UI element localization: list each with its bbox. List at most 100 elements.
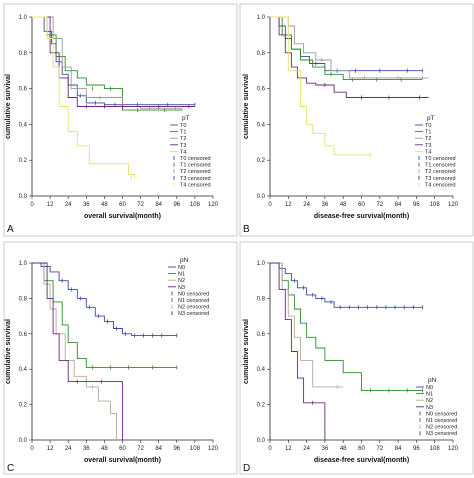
panel-letter: B: [243, 224, 250, 235]
x-tick-label: 24: [303, 446, 310, 452]
series-line-t2: [32, 16, 183, 109]
y-tick-label: 0.0: [19, 438, 28, 444]
legend-label: N0 censored: [178, 291, 209, 297]
y-tick-label: 0.0: [257, 194, 266, 200]
panel-letter: D: [243, 463, 250, 474]
series-line-n3: [32, 262, 123, 440]
legend-label: N2 censored: [426, 425, 457, 431]
legend-title: pT: [182, 115, 190, 122]
x-tick-label: 84: [155, 202, 162, 208]
legend-label: T2: [180, 136, 186, 142]
series-line-n2: [32, 262, 117, 440]
legend-label: T3 censored: [180, 176, 211, 182]
legend-label: T4 censored: [180, 182, 211, 188]
x-tick-label: 24: [65, 202, 72, 208]
y-tick-label: 0.8: [19, 51, 28, 57]
x-tick-label: 0: [30, 202, 34, 208]
x-axis-title: overall survival(month): [84, 213, 161, 220]
y-tick-label: 0.8: [257, 296, 266, 302]
y-tick-label: 1.0: [257, 261, 266, 267]
legend-label: T3: [180, 143, 186, 149]
legend-label: T0 censored: [425, 156, 456, 162]
x-tick-label: 120: [448, 446, 459, 452]
x-tick-label: 60: [119, 446, 126, 452]
legend-label: T0 censored: [180, 156, 211, 162]
y-tick-label: 1.0: [19, 15, 28, 21]
panel-frame: [239, 3, 474, 237]
y-tick-label: 1.0: [257, 15, 266, 21]
x-axis-title: disease-free survival(month): [314, 457, 409, 464]
x-tick-label: 72: [137, 202, 144, 208]
legend-label: T3: [425, 143, 431, 149]
x-tick-label: 72: [376, 202, 383, 208]
x-tick-label: 0: [268, 202, 272, 208]
x-tick-label: 72: [137, 446, 144, 452]
x-tick-label: 48: [101, 202, 108, 208]
x-tick-label: 48: [340, 446, 347, 452]
x-tick-label: 84: [395, 202, 402, 208]
series-line-n1: [270, 262, 423, 391]
y-axis-title: cumulative survival: [5, 74, 12, 139]
series-line-t2: [270, 16, 429, 79]
legend-label: N3: [426, 405, 433, 411]
y-tick-label: 0.4: [257, 367, 266, 373]
y-tick-label: 0.4: [19, 122, 28, 128]
x-axis-title: disease-free survival(month): [314, 213, 409, 220]
series-line-t3: [270, 16, 429, 98]
x-tick-label: 120: [448, 202, 459, 208]
y-axis-title: cumulative survival: [243, 319, 250, 384]
panel-frame: [239, 241, 474, 475]
panel-a: 0 12 24 36 48 60 72 84 96 108 120 0.0 0.2 0.4 0.6 0.8 1.…: [3, 3, 238, 237]
legend-label: T1 censored: [425, 163, 456, 169]
x-tick-label: 12: [47, 202, 54, 208]
legend-title: pN: [428, 377, 437, 384]
x-tick-label: 60: [358, 202, 365, 208]
y-tick-label: 0.6: [257, 87, 266, 93]
legend-label: N3 censored: [178, 311, 209, 317]
x-tick-label: 108: [190, 446, 201, 452]
panel-frame: [3, 3, 238, 237]
x-tick-label: 96: [173, 446, 180, 452]
x-tick-label: 24: [303, 202, 310, 208]
x-tick-label: 96: [173, 202, 180, 208]
x-tick-label: 60: [119, 202, 126, 208]
x-tick-label: 84: [155, 446, 162, 452]
legend-title: pT: [427, 115, 435, 122]
legend-label: N0: [426, 385, 433, 391]
legend-label: T4: [180, 149, 186, 155]
series-line-t0: [32, 16, 195, 106]
y-axis-title: cumulative survival: [5, 319, 12, 384]
x-tick-label: 96: [413, 446, 420, 452]
legend-label: N1: [426, 392, 433, 398]
y-tick-label: 0.6: [19, 332, 28, 338]
panel-frame: [3, 241, 238, 475]
x-tick-label: 36: [322, 202, 329, 208]
legend-label: T2 censored: [425, 169, 456, 175]
y-tick-label: 1.0: [19, 261, 28, 267]
x-tick-label: 36: [83, 446, 90, 452]
legend-label: T2: [425, 136, 431, 142]
x-tick-label: 108: [190, 202, 201, 208]
x-tick-label: 84: [395, 446, 402, 452]
legend-label: N3: [178, 285, 185, 291]
series-line-t0: [270, 16, 423, 72]
x-tick-label: 12: [285, 202, 292, 208]
x-axis-title: overall survival(month): [84, 457, 161, 464]
y-tick-label: 0.2: [19, 158, 28, 164]
series-line-t1: [32, 16, 183, 111]
legend-label: N1 censored: [178, 298, 209, 304]
y-tick-label: 0.6: [19, 87, 28, 93]
panel-c: 0 12 24 36 48 60 72 84 96 108 120 0.0 0.2 0.4 0.6 0.8 1.…: [3, 241, 238, 475]
x-tick-label: 12: [47, 446, 54, 452]
series-line-n1: [32, 262, 177, 368]
y-tick-label: 0.4: [257, 122, 266, 128]
x-tick-label: 24: [65, 446, 72, 452]
panel-d: 0 12 24 36 48 60 72 84 96 108 120 0.0 0.2 0.4 0.6 0.8 1.…: [239, 241, 474, 475]
legend-label: N2: [178, 278, 185, 284]
legend-label: N1 censored: [426, 418, 457, 424]
panel-letter: A: [7, 224, 14, 235]
legend-title: pN: [180, 257, 189, 264]
y-tick-label: 0.0: [19, 194, 28, 200]
x-tick-label: 36: [83, 202, 90, 208]
